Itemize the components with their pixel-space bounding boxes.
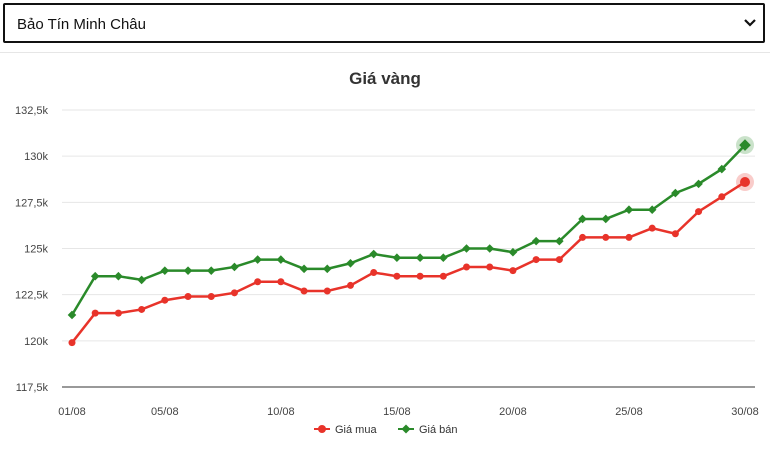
legend-label: Giá bán <box>419 424 458 436</box>
x-tick-label: 05/08 <box>151 406 179 418</box>
data-point[interactable] <box>300 287 308 295</box>
x-tick-label: 25/08 <box>615 406 643 418</box>
y-axis-ticks: 117,5k 120k 122,5k 125k 127,5k 130k 132,5k <box>15 105 49 394</box>
data-point[interactable] <box>579 233 587 241</box>
data-point[interactable] <box>625 233 633 241</box>
data-point[interactable] <box>392 253 402 263</box>
y-tick-label: 130k <box>24 151 48 163</box>
series-line <box>70 144 746 316</box>
x-tick-label: 10/08 <box>267 406 295 418</box>
chevron-down-icon <box>744 19 756 27</box>
data-point[interactable] <box>578 214 587 224</box>
y-tick-label: 127,5k <box>15 197 49 209</box>
x-tick-label: 01/08 <box>58 406 86 418</box>
data-point[interactable] <box>695 208 703 216</box>
y-tick-label: 122,5k <box>15 290 49 302</box>
data-point[interactable] <box>230 262 239 272</box>
chart-panel <box>0 52 770 451</box>
price-chart: Giá vàng 117,5k120k122,5k125k127,5k130k1… <box>15 69 759 436</box>
data-point[interactable] <box>531 236 541 246</box>
legend-item-buy[interactable]: Giá mua <box>314 424 377 436</box>
data-point[interactable] <box>624 205 634 215</box>
data-point[interactable] <box>647 205 657 215</box>
data-point[interactable] <box>91 309 99 317</box>
data-point[interactable] <box>462 244 471 253</box>
data-point[interactable] <box>254 278 262 286</box>
legend-label: Giá mua <box>335 424 377 436</box>
data-point[interactable] <box>485 244 495 253</box>
y-tick-label: 125k <box>24 244 48 256</box>
data-point[interactable] <box>463 263 471 271</box>
chart-series <box>67 136 754 347</box>
data-point[interactable] <box>486 263 494 271</box>
data-point[interactable] <box>740 177 750 188</box>
data-point[interactable] <box>393 272 401 280</box>
data-point[interactable] <box>114 309 122 317</box>
data-point[interactable] <box>602 233 610 241</box>
x-tick-label: 30/08 <box>731 406 759 418</box>
chart-title: Giá vàng <box>349 69 421 88</box>
legend-item-sell[interactable]: Giá bán <box>398 424 458 436</box>
data-point[interactable] <box>276 255 286 264</box>
data-point[interactable] <box>439 253 448 263</box>
data-point[interactable] <box>555 256 563 264</box>
data-point[interactable] <box>532 256 540 264</box>
data-point[interactable] <box>694 179 703 189</box>
data-point[interactable] <box>717 164 727 174</box>
series-buy <box>68 173 754 347</box>
data-point[interactable] <box>230 289 238 297</box>
data-point[interactable] <box>509 267 517 275</box>
data-point[interactable] <box>555 236 564 246</box>
data-point[interactable] <box>718 193 726 201</box>
data-point[interactable] <box>206 266 216 275</box>
data-point[interactable] <box>322 264 332 274</box>
data-point[interactable] <box>439 272 447 280</box>
data-point[interactable] <box>183 266 193 275</box>
data-point[interactable] <box>137 275 146 285</box>
x-tick-label: 15/08 <box>383 406 411 418</box>
data-point[interactable] <box>370 269 378 277</box>
data-point[interactable] <box>184 293 192 301</box>
data-point[interactable] <box>346 281 354 289</box>
data-point[interactable] <box>416 272 424 280</box>
data-point[interactable] <box>648 224 656 232</box>
data-point[interactable] <box>415 253 425 263</box>
data-point[interactable] <box>508 247 518 257</box>
brand-select[interactable]: Bảo Tín Minh Châu <box>3 3 765 43</box>
y-tick-label: 117,5k <box>16 382 49 394</box>
data-point[interactable] <box>323 287 331 295</box>
data-point[interactable] <box>114 271 123 281</box>
series-line <box>71 180 746 344</box>
data-point[interactable] <box>207 293 215 301</box>
data-point[interactable] <box>601 214 611 224</box>
data-point[interactable] <box>160 266 170 275</box>
data-point[interactable] <box>67 310 77 320</box>
x-tick-label: 20/08 <box>499 406 527 418</box>
data-point[interactable] <box>346 258 355 268</box>
chart-legend[interactable]: Giá mua Giá bán <box>314 424 458 436</box>
data-point[interactable] <box>90 271 100 281</box>
data-point[interactable] <box>253 255 262 264</box>
y-tick-label: 120k <box>24 336 48 348</box>
data-point[interactable] <box>138 305 146 313</box>
data-point[interactable] <box>671 188 680 198</box>
brand-select-value: Bảo Tín Minh Châu <box>17 16 146 33</box>
data-point[interactable] <box>369 249 378 259</box>
y-tick-label: 132,5k <box>15 105 49 117</box>
data-point[interactable] <box>299 264 309 274</box>
legend-marker <box>401 424 411 434</box>
x-axis-ticks: 01/08 05/08 10/08 15/08 20/08 25/08 30/08 <box>58 406 759 418</box>
chart-grid <box>62 109 755 388</box>
data-point[interactable] <box>277 278 285 286</box>
data-point[interactable] <box>161 296 169 304</box>
series-sell <box>67 136 754 320</box>
legend-marker <box>318 425 326 433</box>
data-point[interactable] <box>671 230 679 238</box>
data-point[interactable] <box>68 339 76 347</box>
data-point[interactable] <box>739 139 751 151</box>
